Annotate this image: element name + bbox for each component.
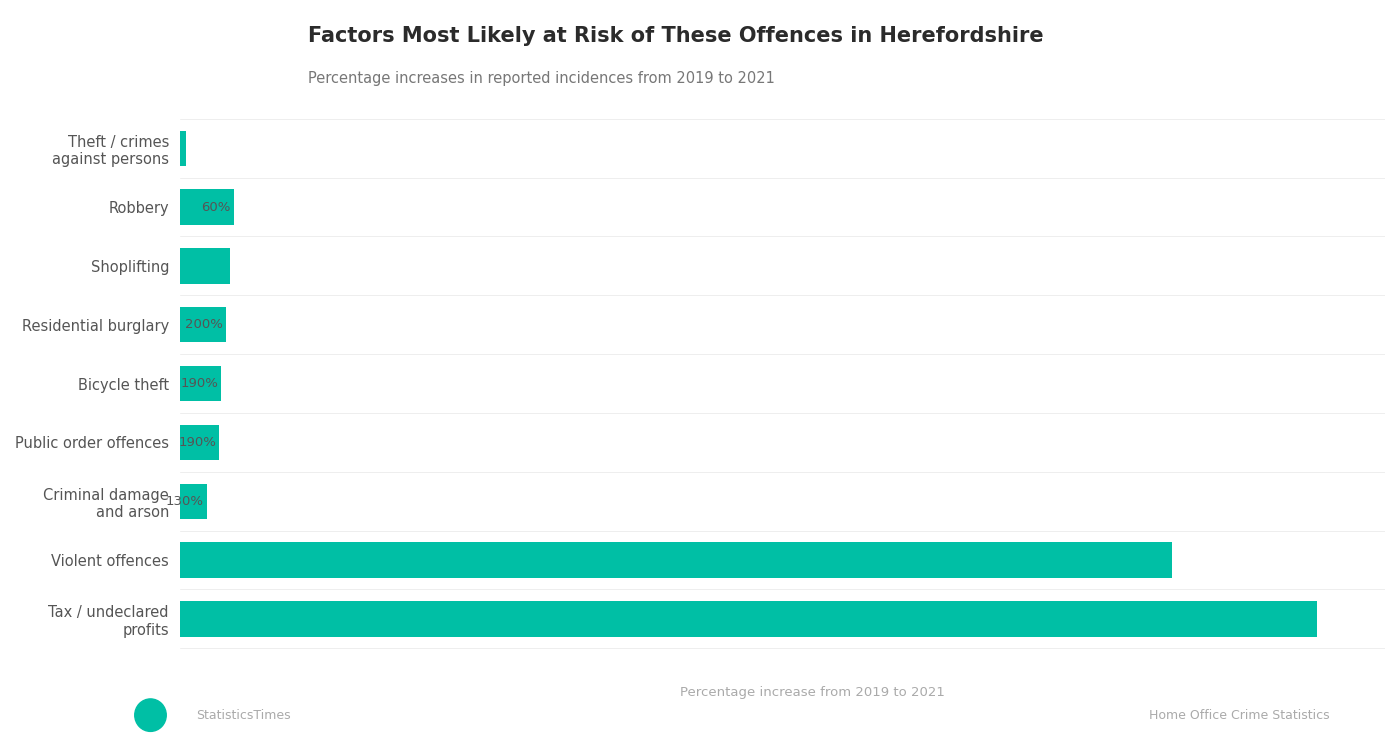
Bar <box>181 425 220 460</box>
Bar <box>181 248 230 284</box>
Bar <box>181 601 1317 636</box>
Text: 130%: 130% <box>165 495 204 508</box>
Text: Percentage increase from 2019 to 2021: Percentage increase from 2019 to 2021 <box>679 687 945 699</box>
Bar <box>181 131 186 166</box>
Text: 60%: 60% <box>202 201 231 214</box>
Bar <box>181 484 207 519</box>
Text: Percentage increases in reported incidences from 2019 to 2021: Percentage increases in reported inciden… <box>308 71 774 86</box>
Bar <box>181 542 1172 578</box>
Text: Factors Most Likely at Risk of These Offences in Herefordshire: Factors Most Likely at Risk of These Off… <box>308 26 1043 47</box>
Bar <box>181 366 221 401</box>
Text: Home Office Crime Statistics: Home Office Crime Statistics <box>1149 709 1330 722</box>
Text: 200%: 200% <box>185 318 223 331</box>
Text: StatisticsTimes: StatisticsTimes <box>196 709 291 722</box>
Text: 190%: 190% <box>178 436 216 449</box>
Bar <box>181 307 225 342</box>
Circle shape <box>134 699 167 732</box>
Bar <box>181 190 234 225</box>
Text: 190%: 190% <box>181 377 218 390</box>
